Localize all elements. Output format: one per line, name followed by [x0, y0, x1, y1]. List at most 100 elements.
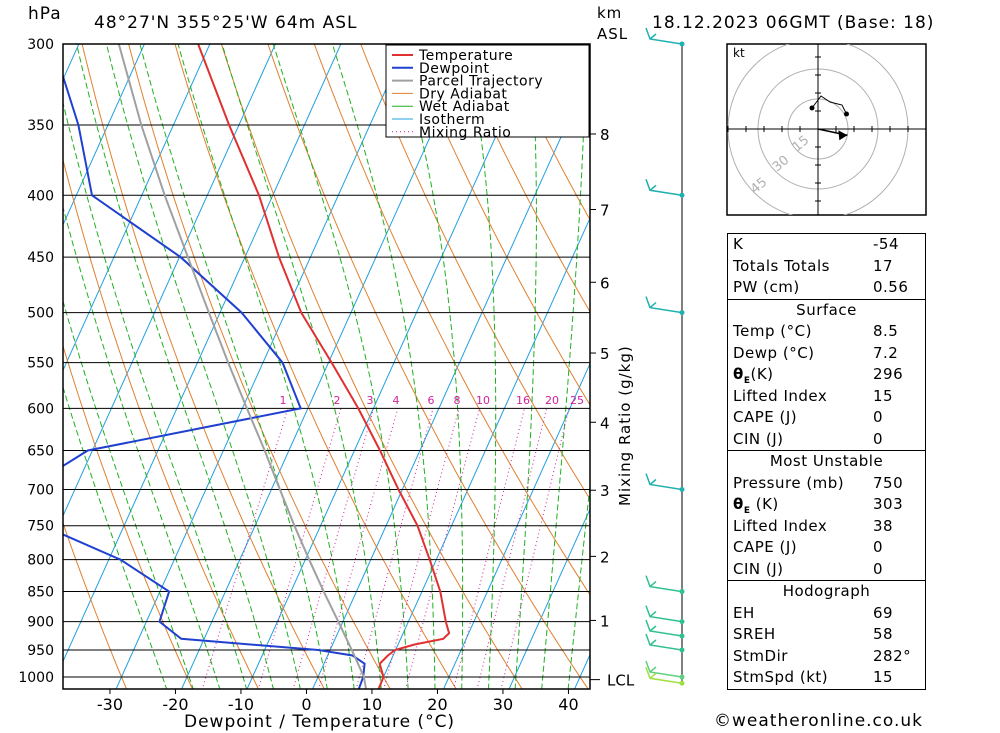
pressure-tick-label: 500 — [27, 306, 54, 322]
isotherm-line — [443, 362, 590, 689]
dry-adiabat-line — [313, 44, 590, 596]
km-tick-label: 2 — [600, 548, 610, 566]
dewpoint-profile — [63, 73, 366, 689]
pressure-tick-label: 950 — [27, 643, 54, 659]
surface-theta-value: 296 — [873, 365, 904, 383]
plot-frame — [62, 43, 591, 690]
credit-link[interactable]: ©weatheronline.co.uk — [714, 711, 924, 731]
mixing-ratio-label: 25 — [570, 394, 584, 407]
wet-adiabat-line — [541, 44, 587, 689]
pressure-tick-label: 550 — [27, 356, 54, 372]
dry-adiabat-line — [81, 44, 325, 689]
stmspd-value: 15 — [873, 668, 894, 686]
mixing-ratio-label: 3 — [367, 394, 374, 407]
most-unstable-title: Most Unstable — [728, 450, 925, 473]
temp-tick-label: -30 — [97, 695, 123, 714]
legend-entry: Wet Adiabat — [419, 99, 510, 115]
dry-adiabat-line — [63, 521, 128, 689]
surface-li-value: 15 — [873, 386, 894, 405]
hodograph-start-dot — [809, 105, 815, 111]
isotherm-line — [63, 44, 276, 518]
wind-barb — [645, 179, 683, 197]
mixing-ratio-line — [453, 408, 525, 689]
km-tick-label: 8 — [600, 126, 610, 144]
isotherm-line — [115, 44, 407, 689]
dry-adiabat-line — [453, 44, 590, 313]
isotherm-line — [63, 44, 211, 372]
mu-cape-label: CAPE (J) — [733, 538, 798, 556]
wet-adiabat-line — [514, 44, 537, 689]
wet-adiabat-line — [76, 44, 274, 689]
km-tick-label: 5 — [600, 345, 610, 363]
wet-adiabat-line — [221, 44, 382, 689]
pressure-tick-label: 800 — [27, 553, 54, 569]
surface-temp-value: 8.5 — [873, 322, 899, 340]
wind-barb — [645, 473, 683, 491]
temp-tick-label: -20 — [162, 695, 188, 714]
isotherm-line — [377, 216, 590, 689]
pressure-tick-label: 450 — [27, 250, 54, 266]
mu-cape-value: 0 — [873, 538, 884, 556]
temp-tick-label: 20 — [427, 695, 447, 714]
lcl-label: LCL — [607, 672, 635, 690]
pressure-tick-label: 850 — [27, 585, 54, 601]
isotherm-line — [181, 44, 473, 689]
temp-tick-label: 40 — [558, 695, 578, 714]
isotherm-line — [63, 44, 342, 663]
isotherm-line — [246, 44, 538, 689]
datetime-title: 18.12.2023 06GMT (Base: 18) — [652, 13, 935, 33]
km-tick-label: 4 — [600, 414, 610, 432]
wind-barb — [645, 605, 683, 623]
mu-pressure-label: Pressure (mb) — [733, 473, 845, 492]
wind-barb-flag — [649, 666, 657, 673]
pressure-tick-label: 750 — [27, 519, 54, 535]
dry-adiabat-line — [406, 44, 590, 406]
pressure-tick-label: 350 — [27, 118, 54, 134]
surface-dewp-value: 7.2 — [873, 343, 899, 362]
mixing-ratio-label: 20 — [545, 394, 559, 407]
mixing-ratio-label: 6 — [428, 394, 435, 407]
sreh-label: SREH — [733, 625, 776, 643]
pressure-tick-label: 300 — [27, 37, 54, 53]
dry-adiabat-line — [63, 158, 259, 689]
totals-totals-label: Totals Totals — [733, 256, 830, 275]
wet-adiabat-line — [466, 44, 497, 689]
surface-cin-value: 0 — [873, 429, 884, 448]
isotherm-line — [63, 44, 145, 227]
legend-entry: Dry Adiabat — [419, 86, 507, 102]
wind-barb-flag — [649, 611, 657, 618]
k-index-value: -54 — [873, 235, 899, 253]
mu-li-label: Lifted Index — [733, 516, 828, 535]
wet-adiabat-line — [63, 205, 221, 689]
mixing-ratio-line — [292, 408, 375, 689]
pressure-tick-label: 900 — [27, 615, 54, 631]
wind-barb-dot — [679, 633, 685, 639]
pressure-tick-label: 700 — [27, 482, 54, 498]
pressure-tick-label: 650 — [27, 444, 54, 460]
wind-barb-dot — [679, 619, 685, 625]
wind-barb — [645, 27, 683, 45]
wet-adiabat-line — [105, 44, 301, 689]
wind-barb — [645, 575, 683, 593]
stmdir-label: StmDir — [733, 646, 788, 665]
km-tick-label: 3 — [600, 482, 610, 500]
totals-totals-value: 17 — [873, 256, 894, 275]
surface-li-label: Lifted Index — [733, 386, 828, 405]
parcel-trajectory — [117, 44, 368, 689]
wind-barb-flag — [649, 672, 657, 679]
location-title: 48°27'N 355°25'W 64m ASL — [94, 13, 358, 33]
mu-cin-value: 0 — [873, 559, 884, 578]
hodograph-unit: kt — [733, 46, 745, 60]
mixing-ratio-label: 10 — [476, 394, 490, 407]
eh-label: EH — [733, 603, 755, 622]
legend-entry: Isotherm — [419, 112, 485, 128]
mixing-ratio-label: 4 — [393, 394, 400, 407]
pressure-tick-label: 1000 — [18, 670, 54, 686]
asl-unit-label: ASL — [597, 25, 629, 43]
wind-barb-flag — [649, 478, 657, 486]
mixing-ratio-line — [383, 408, 460, 689]
surface-cin-label: CIN (J) — [733, 429, 784, 448]
